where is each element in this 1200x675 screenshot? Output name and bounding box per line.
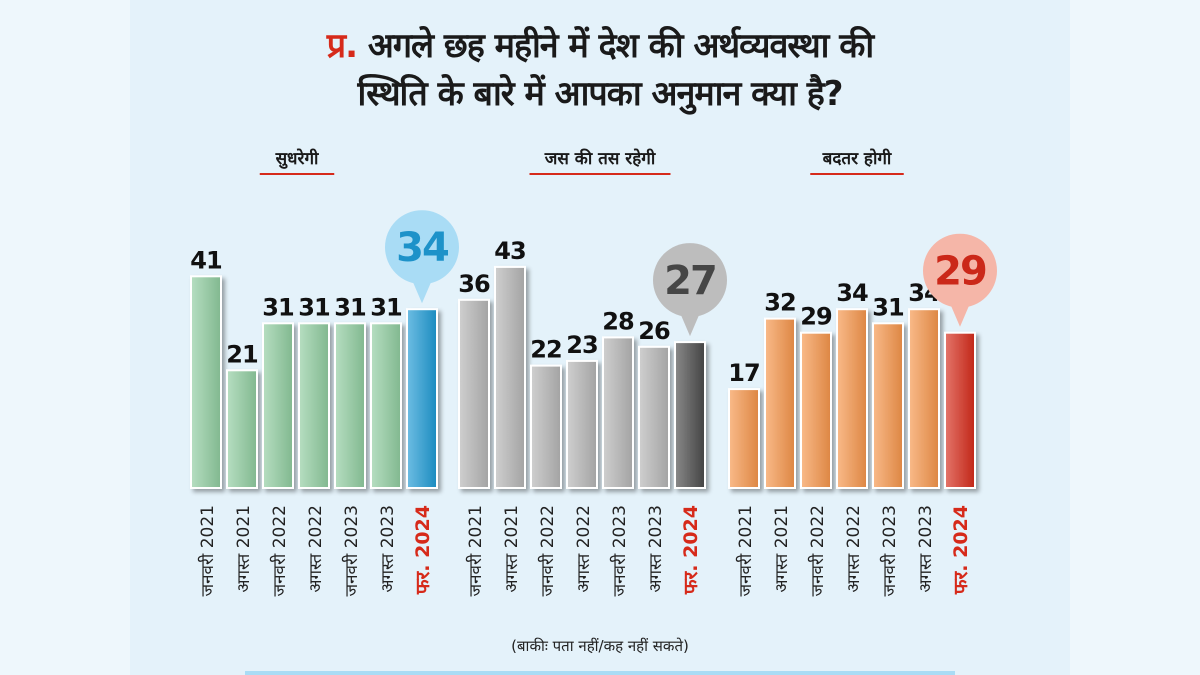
value-bubble [385,210,459,285]
heading-underline [810,173,904,175]
data-label: 31 [262,293,294,321]
category-label: अगस्त 2022 [306,505,326,593]
category-label: अगस्त 2023 [916,505,936,593]
heading-underline [529,173,671,175]
data-label: 43 [494,237,525,265]
category-label: जनवरी 2022 [537,505,558,597]
heading-underline [259,173,335,175]
bar [406,308,438,490]
data-label: 34 [836,279,868,307]
chart-group-3: बदतर होगी 17 जनवरी 2021 32 अगस्त 2021 29 जनवरी… [728,148,997,597]
bar [872,322,904,489]
bar [458,298,490,489]
category-label: अगस्त 2023 [646,505,666,593]
data-label: 31 [872,293,904,321]
title-line-2: स्थिति के बारे में आपका अनुमान क्या है? [357,74,843,114]
category-label: अगस्त 2021 [502,505,522,593]
data-label: 31 [334,293,366,321]
data-label: 36 [458,270,490,298]
category-label: जनवरी 2023 [341,505,362,597]
category-label: अगस्त 2022 [574,505,594,593]
data-label: 32 [764,289,795,317]
title-line-1: अगले छह महीने में देश की अर्थव्यवस्था की [367,26,874,66]
bar [728,388,760,490]
bar [530,364,562,490]
bar [836,308,868,490]
bar [298,322,330,489]
group-heading: सुधरेगी [275,148,319,169]
footnote: (बाकीः पता नहीं/कह नहीं सकते) [511,637,689,655]
bar [800,331,832,490]
bar [566,359,598,489]
category-label: अगस्त 2022 [844,505,864,593]
category-label: जनवरी 2022 [807,505,828,597]
category-label: जनवरी 2023 [609,505,630,597]
category-label: जनवरी 2021 [465,505,486,597]
bar [190,275,222,489]
bar [226,369,258,489]
data-label: 29 [800,303,832,331]
chart-group-1: सुधरेगी 41 जनवरी 2021 21 अगस्त 2021 31 जनवरी 2… [190,148,459,597]
category-label: जनवरी 2023 [879,505,900,597]
data-label-highlight: 34 [396,225,448,271]
category-label: फर. 2024 [950,505,972,595]
chart-group-2: जस की तस रहेगी 36 जनवरी 2021 43 अगस्त 2021 22… [458,148,727,597]
chart-title: प्र. अगले छह महीने में देश की अर्थव्यवस्… [130,22,1070,118]
bar [764,317,796,489]
bar [494,265,526,489]
data-label: 28 [602,307,634,335]
category-label: फर. 2024 [680,505,702,595]
category-label: फर. 2024 [412,505,434,595]
data-label: 26 [638,317,670,345]
bar [638,345,670,489]
bar [674,341,706,489]
bar [944,331,976,490]
bottom-band [245,671,955,675]
data-label-highlight: 29 [934,249,986,295]
bar [370,322,402,489]
group-heading: जस की तस रहेगी [544,148,656,169]
category-label: जनवरी 2021 [735,505,756,597]
category-label: अगस्त 2023 [378,505,398,593]
data-label: 31 [298,293,330,321]
value-bubble [923,233,997,308]
bar [908,308,940,490]
group-heading: बदतर होगी [822,148,892,169]
category-label: अगस्त 2021 [772,505,792,593]
bar [262,322,294,489]
data-label: 31 [370,293,402,321]
data-label: 22 [530,336,561,364]
data-label: 21 [226,340,258,368]
category-label: जनवरी 2021 [197,505,218,597]
bar [602,336,634,489]
data-label-highlight: 27 [664,258,716,304]
bar [334,322,366,489]
question-prefix: प्र. [326,26,358,66]
data-label: 23 [566,331,597,359]
data-label: 17 [728,359,759,387]
category-label: जनवरी 2022 [269,505,290,597]
category-label: अगस्त 2021 [234,505,254,593]
value-bubble [653,243,727,318]
data-label: 41 [190,246,222,274]
